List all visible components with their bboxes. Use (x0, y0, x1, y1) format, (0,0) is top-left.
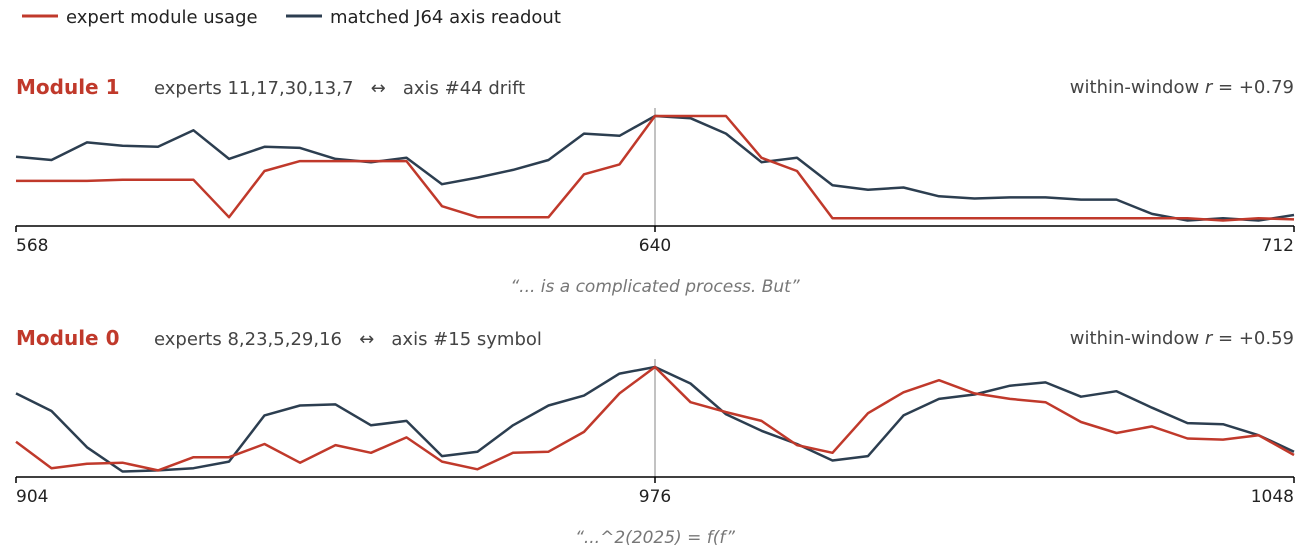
x-tick-label: 568 (16, 236, 48, 256)
legend-label-axis: matched J64 axis readout (330, 7, 561, 28)
correlation-var: r (1205, 328, 1214, 349)
series-line-expert (16, 114, 1295, 222)
correlation-prefix: within-window (1070, 328, 1205, 349)
x-tick-label: 1048 (1251, 487, 1294, 507)
panel-caption: “... is a complicated process. But” (510, 277, 799, 297)
x-tick-label: 904 (16, 487, 48, 507)
panel-module-0: Module 1 experts 11,17,30,13,7 ↔ axis #44… (15, 75, 1295, 297)
correlation-var: r (1205, 77, 1214, 98)
correlation-prefix: within-window (1070, 77, 1205, 98)
legend-label-expert: expert module usage (66, 7, 258, 28)
correlation-label: within-window r = +0.79 (1070, 77, 1294, 98)
panel-subtitle: experts 11,17,30,13,7 ↔ axis #44 drift (154, 78, 525, 99)
legend: expert module usage matched J64 axis rea… (22, 7, 561, 28)
x-tick-label: 712 (1262, 236, 1294, 256)
panel-subtitle: experts 8,23,5,29,16 ↔ axis #15 symbol (154, 329, 542, 350)
panel-title: Module 0 (16, 326, 120, 350)
x-tick-label: 976 (639, 487, 671, 507)
x-tick-label: 640 (639, 236, 671, 256)
correlation-value: = +0.79 (1212, 77, 1294, 98)
correlation-label: within-window r = +0.59 (1070, 328, 1294, 349)
series-line-expert (15, 365, 1295, 472)
panel-caption: “...^2(2025) = f(f” (575, 528, 735, 548)
panel-module-1: Module 0 experts 8,23,5,29,16 ↔ axis #15 … (15, 326, 1295, 548)
correlation-value: = +0.59 (1212, 328, 1294, 349)
panel-title: Module 1 (16, 75, 120, 99)
